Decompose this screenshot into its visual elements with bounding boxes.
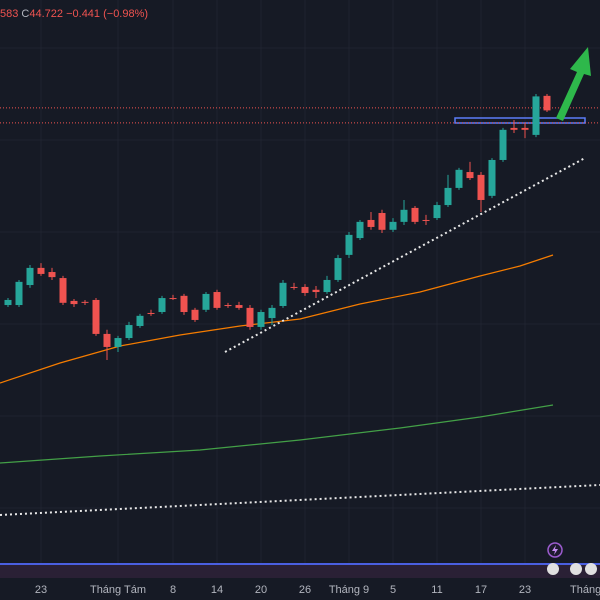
x-edge-label: Tháng 1 [570,584,600,596]
candle-body [532,96,540,135]
candle-body [202,293,210,310]
candle-body [70,300,78,305]
candle-body [191,309,199,320]
candle-body [48,272,56,278]
candle-body [125,325,133,339]
candle-body [180,295,188,313]
x-tick-label: 20 [255,584,267,596]
candle-body [301,286,309,293]
plot [0,93,600,360]
candle-body [279,282,287,306]
candle-body [290,286,298,288]
moving-average-slow [0,404,554,464]
candle-body [422,219,430,221]
candle-body [356,221,364,239]
flag-icon[interactable] [547,563,559,575]
x-tick-label: 11 [431,584,442,596]
moving-average-fast [0,254,554,384]
candle-body [15,281,23,306]
candle-body [488,159,496,196]
candle-body [114,338,122,347]
trend-line [224,157,586,353]
close-label: C [21,8,29,20]
x-tick-label: 17 [475,584,487,596]
x-axis: 23 Tháng Tám 8 14 20 26 Tháng 9 5 11 17 23 Tháng 1 [35,584,600,596]
candle-body [103,333,111,347]
candle-body [477,174,485,200]
lightning-glyph [552,545,558,555]
candle-body [257,312,265,327]
flag-icon[interactable] [570,563,582,575]
candle-body [521,127,529,130]
x-tick-label: Tháng 9 [329,584,369,596]
candle-body [26,267,34,286]
candle-body [510,127,518,130]
x-tick-label: 23 [519,584,531,596]
close-value: 44.722 [29,8,63,20]
candle-body [455,169,463,188]
flag-icon[interactable] [585,563,597,575]
candle-body [268,307,276,319]
candle-body [389,221,397,230]
candle-body [147,312,155,314]
change: −0.441 (−0.98%) [66,8,148,20]
header: 583 C44.722 −0.441 (−0.98%) [0,8,148,20]
candle-body [378,212,386,230]
x-tick-label: 14 [211,584,223,596]
vertical-grid [40,0,526,563]
x-tick-label: 23 [35,584,47,596]
candle-body [92,299,100,334]
candle-body [224,305,232,307]
candle-body [169,298,177,300]
candle-body [433,205,441,219]
x-tick-label: Tháng Tám [90,584,146,596]
candle-body [466,172,474,179]
candle-body [345,234,353,255]
candle-body [367,219,375,227]
candle-body [312,289,320,293]
arrow [556,47,591,121]
candle-body [4,299,12,306]
candle-body [81,301,89,303]
candle-body [235,305,243,308]
candle-body [543,95,551,111]
candle-body [59,278,67,303]
candle-body [136,315,144,326]
candle-body [323,279,331,293]
candle-body [499,129,507,160]
x-tick-label: 26 [299,584,311,596]
x-tick-label: 5 [390,584,396,596]
x-tick-label: 8 [170,584,176,596]
symbol-tail: 583 [0,8,18,20]
trend-line [0,484,600,516]
candle-body [246,307,254,327]
candle-body [158,298,166,313]
candle-body [334,258,342,280]
candle-body [444,187,452,206]
candle-body [37,267,45,274]
grid [0,47,600,509]
event-band [0,563,600,578]
candle-body [400,209,408,222]
candle-body [213,292,221,308]
candle-body [411,207,419,222]
